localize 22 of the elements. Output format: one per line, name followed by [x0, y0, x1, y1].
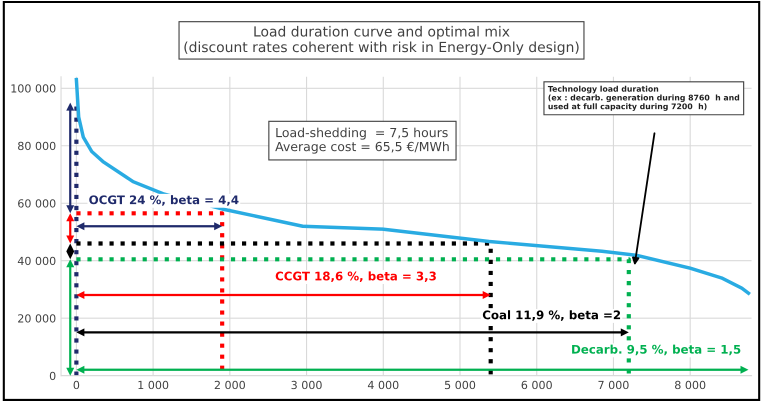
y-tick-label: 20 000 [18, 314, 56, 323]
x-tick-label: 6 000 [522, 380, 552, 390]
annotation: OCGT 24 %, beta = 4,4 [89, 195, 239, 206]
y-tick-label: 60 000 [18, 199, 56, 208]
line-series [74, 78, 750, 295]
y-tick-label: 40 000 [18, 256, 56, 266]
chart-title: Load duration curve and optimal mix (discount rates coherent with risk in Energy-Only design) [184, 26, 579, 55]
y-tick-label: 80 000 [18, 142, 56, 150]
x-tick-label: 7 000 [598, 380, 629, 390]
x-tick-label: 1 000 [138, 380, 168, 390]
annotation: Load-shedding = 7,5 hours Average cost = 65,5 €/MWh [275, 128, 449, 154]
annotation: Decarb. 9,5 %, beta = 1,5 [572, 344, 740, 356]
x-tick-label: 3 000 [292, 380, 322, 390]
y-tick-label: 0 [50, 372, 56, 380]
x-tick-label: 8 000 [675, 380, 706, 390]
annotation: CCGT 18,6 %, beta = 3,3 [276, 271, 436, 282]
x-tick-label: 0 [74, 380, 80, 390]
annotation: Coal 11,9 %, beta =2 [482, 310, 620, 321]
y-tick-label: 100 000 [11, 84, 56, 93]
x-tick-label: 2 000 [214, 380, 245, 390]
x-tick-label: 5 000 [444, 380, 476, 390]
x-tick-label: 4 000 [368, 380, 398, 390]
